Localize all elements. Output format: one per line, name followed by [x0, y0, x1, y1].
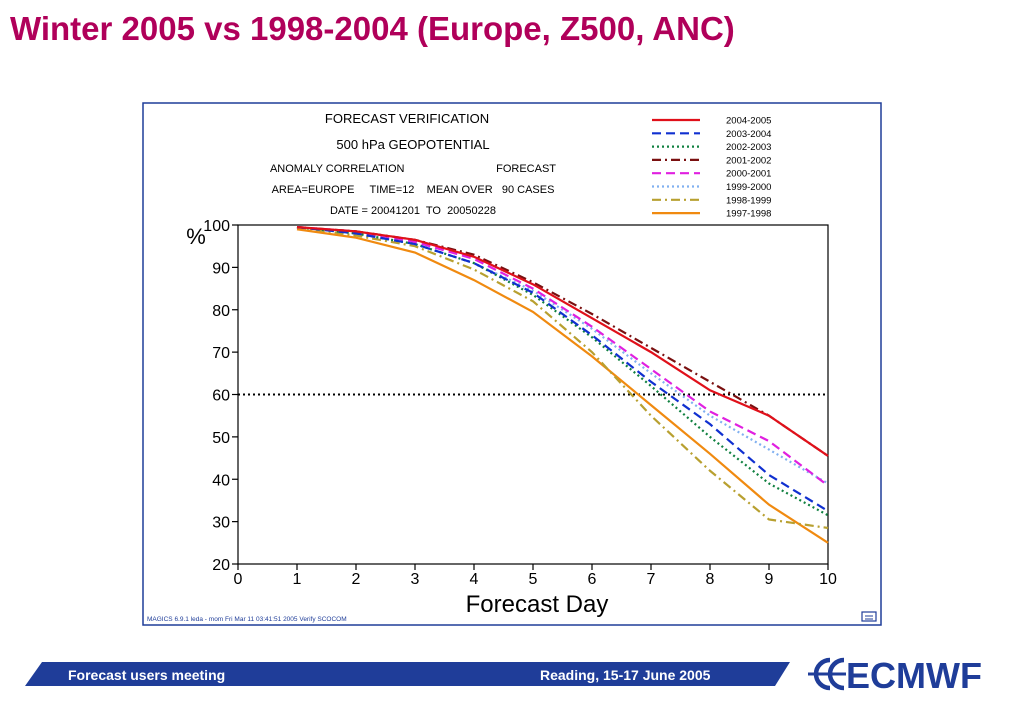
legend: 2004-2005 2003-2004 2002-2003 2001-2002 2000…: [652, 116, 771, 220]
y-tick-label: 30: [212, 515, 230, 532]
series-line-2004-2005: [296, 226, 829, 457]
x-tick-label: 7: [647, 571, 656, 588]
legend-label: 2001-2002: [726, 155, 771, 166]
footer-right-text: Reading, 15-17 June 2005: [540, 667, 711, 683]
chart-header-line: 500 hPa GEOPOTENTIAL: [336, 137, 489, 152]
y-tick-label: 90: [212, 260, 230, 277]
x-tick-label: 1: [293, 571, 302, 588]
chart-header-line: FORECAST VERIFICATION: [325, 111, 489, 126]
series-line-1998-1999: [296, 226, 829, 530]
chart-frame: [142, 102, 882, 626]
legend-label: 2000-2001: [726, 169, 771, 180]
y-tick-label: 50: [212, 430, 230, 447]
x-tick-label: 4: [470, 571, 479, 588]
chart-header-line: DATE = 20041201 TO 20050228: [330, 205, 496, 217]
chart-header-line: ANOMALY CORRELATION FORECAST: [270, 163, 556, 175]
series-line-1997-1998: [296, 228, 829, 544]
logo-text: ECMWF: [846, 655, 982, 696]
legend-label: 2004-2005: [726, 116, 771, 127]
x-tick-label: 3: [411, 571, 420, 588]
legend-label: 1997-1998: [726, 209, 771, 220]
series-line-2001-2002: [296, 226, 829, 457]
legend-label: 2003-2004: [726, 129, 771, 140]
series-lines: [296, 226, 829, 544]
footnote: MAGICS 6.9.1 leda - mom Fri Mar 11 03:41…: [147, 616, 347, 623]
x-tick-label: 6: [588, 571, 597, 588]
axes: 0 1 2 3 4 5 6 7 8 9 10 20 30 40 50 60 70 80 90 100: [203, 218, 837, 588]
y-axis-label: %: [186, 224, 206, 249]
series-line-1999-2000: [296, 226, 829, 485]
chart-header-line: AREA=EUROPE TIME=12 MEAN OVER 90 CASES: [272, 184, 555, 196]
legend-label: 1999-2000: [726, 182, 771, 193]
x-tick-label: 8: [706, 571, 715, 588]
x-tick-label: 0: [234, 571, 243, 588]
x-tick-label: 2: [352, 571, 361, 588]
magics-icon: [861, 611, 877, 622]
y-tick-label: 60: [212, 388, 230, 405]
y-tick-label: 80: [212, 303, 230, 320]
y-tick-label: 70: [212, 345, 230, 362]
series-line-2003-2004: [296, 226, 829, 512]
y-tick-label: 20: [212, 557, 230, 574]
x-tick-label: 5: [529, 571, 538, 588]
y-tick-label: 40: [212, 472, 230, 489]
slide-title: Winter 2005 vs 1998-2004 (Europe, Z500, …: [10, 10, 735, 47]
ecmwf-logo: ECMWF: [808, 655, 982, 696]
x-axis-label: Forecast Day: [466, 591, 609, 618]
x-tick-label: 9: [765, 571, 774, 588]
chart-header: FORECAST VERIFICATION 500 hPa GEOPOTENTIA…: [270, 111, 556, 217]
legend-label: 2002-2003: [726, 142, 771, 153]
x-tick-label: 10: [819, 571, 837, 588]
legend-label: 1998-1999: [726, 195, 771, 206]
footer-left-text: Forecast users meeting: [68, 667, 226, 683]
y-tick-label: 100: [203, 218, 230, 235]
